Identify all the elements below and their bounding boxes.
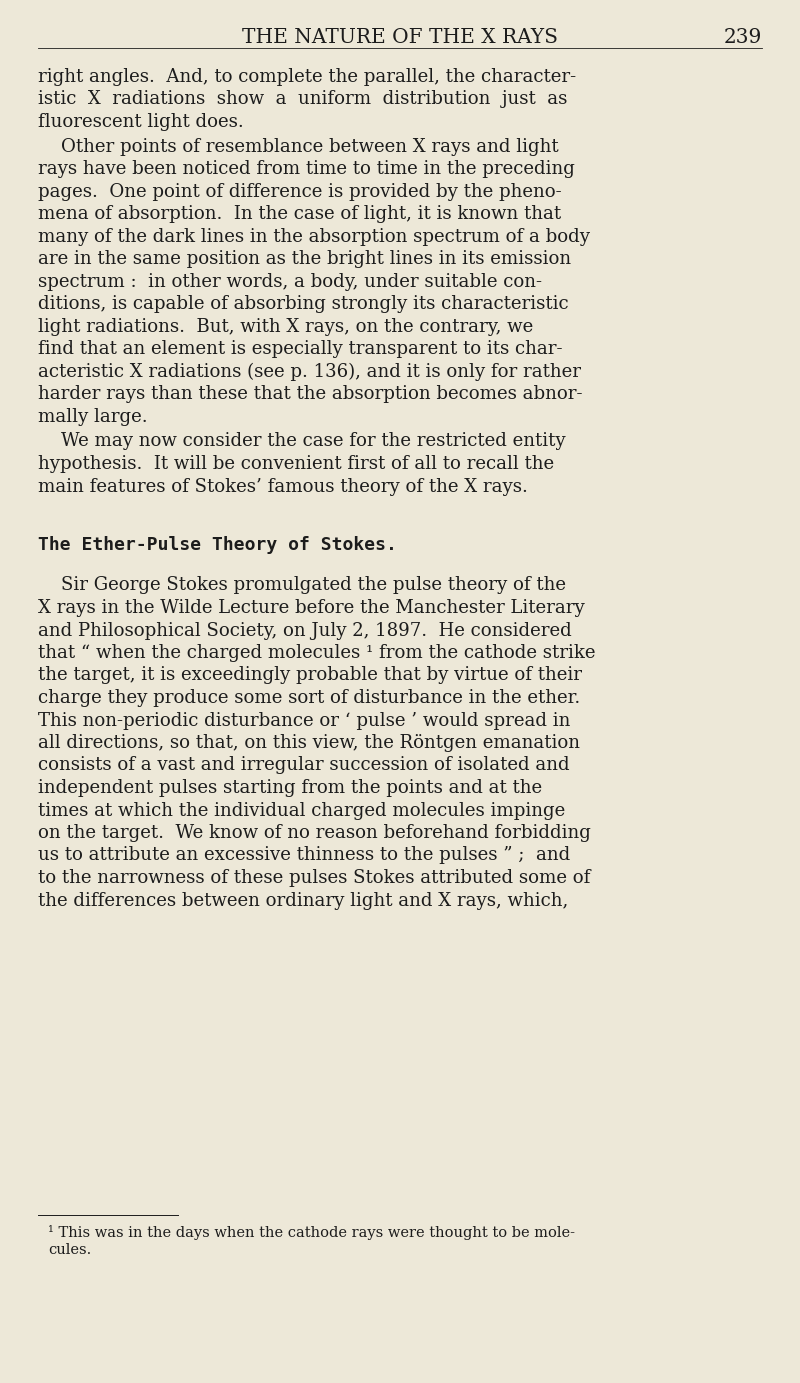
Text: mally large.: mally large. — [38, 408, 148, 426]
Text: ¹ This was in the days when the cathode rays were thought to be mole-: ¹ This was in the days when the cathode … — [48, 1225, 575, 1241]
Text: mena of absorption.  In the case of light, it is known that: mena of absorption. In the case of light… — [38, 205, 561, 223]
Text: many of the dark lines in the absorption spectrum of a body: many of the dark lines in the absorption… — [38, 228, 590, 246]
Text: rays have been noticed from time to time in the preceding: rays have been noticed from time to time… — [38, 160, 575, 178]
Text: right angles.  And, to complete the parallel, the character-: right angles. And, to complete the paral… — [38, 68, 576, 86]
Text: hypothesis.  It will be convenient first of all to recall the: hypothesis. It will be convenient first … — [38, 455, 554, 473]
Text: Other points of resemblance between X rays and light: Other points of resemblance between X ra… — [38, 138, 558, 156]
Text: Sir George Stokes promulgated the pulse theory of the: Sir George Stokes promulgated the pulse … — [38, 577, 566, 595]
Text: acteristic X radiations (see p. 136), and it is only for rather: acteristic X radiations (see p. 136), an… — [38, 362, 581, 380]
Text: the differences between ordinary light and X rays, which,: the differences between ordinary light a… — [38, 892, 568, 910]
Text: us to attribute an excessive thinness to the pulses ” ;  and: us to attribute an excessive thinness to… — [38, 846, 570, 864]
Text: ditions, is capable of absorbing strongly its characteristic: ditions, is capable of absorbing strongl… — [38, 295, 569, 314]
Text: X rays in the Wilde Lecture before the Manchester Literary: X rays in the Wilde Lecture before the M… — [38, 599, 585, 617]
Text: The Ether-Pulse Theory of Stokes.: The Ether-Pulse Theory of Stokes. — [38, 537, 397, 555]
Text: charge they produce some sort of disturbance in the ether.: charge they produce some sort of disturb… — [38, 689, 580, 707]
Text: and Philosophical Society, on July 2, 1897.  He considered: and Philosophical Society, on July 2, 18… — [38, 621, 572, 639]
Text: This non-periodic disturbance or ‘ pulse ’ would spread in: This non-periodic disturbance or ‘ pulse… — [38, 711, 570, 729]
Text: spectrum :  in other words, a body, under suitable con-: spectrum : in other words, a body, under… — [38, 272, 542, 290]
Text: on the target.  We know of no reason beforehand forbidding: on the target. We know of no reason befo… — [38, 824, 591, 842]
Text: fluorescent light does.: fluorescent light does. — [38, 113, 244, 131]
Text: 239: 239 — [724, 28, 762, 47]
Text: are in the same position as the bright lines in its emission: are in the same position as the bright l… — [38, 250, 571, 268]
Text: main features of Stokes’ famous theory of the X rays.: main features of Stokes’ famous theory o… — [38, 477, 528, 495]
Text: find that an element is especially transparent to its char-: find that an element is especially trans… — [38, 340, 562, 358]
Text: the target, it is exceedingly probable that by virtue of their: the target, it is exceedingly probable t… — [38, 667, 582, 685]
Text: to the narrowness of these pulses Stokes attributed some of: to the narrowness of these pulses Stokes… — [38, 869, 590, 887]
Text: THE NATURE OF THE X RAYS: THE NATURE OF THE X RAYS — [242, 28, 558, 47]
Text: light radiations.  But, with X rays, on the contrary, we: light radiations. But, with X rays, on t… — [38, 318, 534, 336]
Text: all directions, so that, on this view, the Röntgen emanation: all directions, so that, on this view, t… — [38, 734, 580, 752]
Text: pages.  One point of difference is provided by the pheno-: pages. One point of difference is provid… — [38, 183, 562, 201]
Text: times at which the individual charged molecules impinge: times at which the individual charged mo… — [38, 802, 566, 820]
Text: istic  X  radiations  show  a  uniform  distribution  just  as: istic X radiations show a uniform distri… — [38, 90, 567, 108]
Text: cules.: cules. — [48, 1243, 91, 1257]
Text: consists of a vast and irregular succession of isolated and: consists of a vast and irregular success… — [38, 757, 570, 774]
Text: that “ when the charged molecules ¹ from the cathode strike: that “ when the charged molecules ¹ from… — [38, 644, 595, 662]
Text: harder rays than these that the absorption becomes abnor-: harder rays than these that the absorpti… — [38, 386, 582, 404]
Text: independent pulses starting from the points and at the: independent pulses starting from the poi… — [38, 779, 542, 797]
Text: We may now consider the case for the restricted entity: We may now consider the case for the res… — [38, 433, 566, 451]
